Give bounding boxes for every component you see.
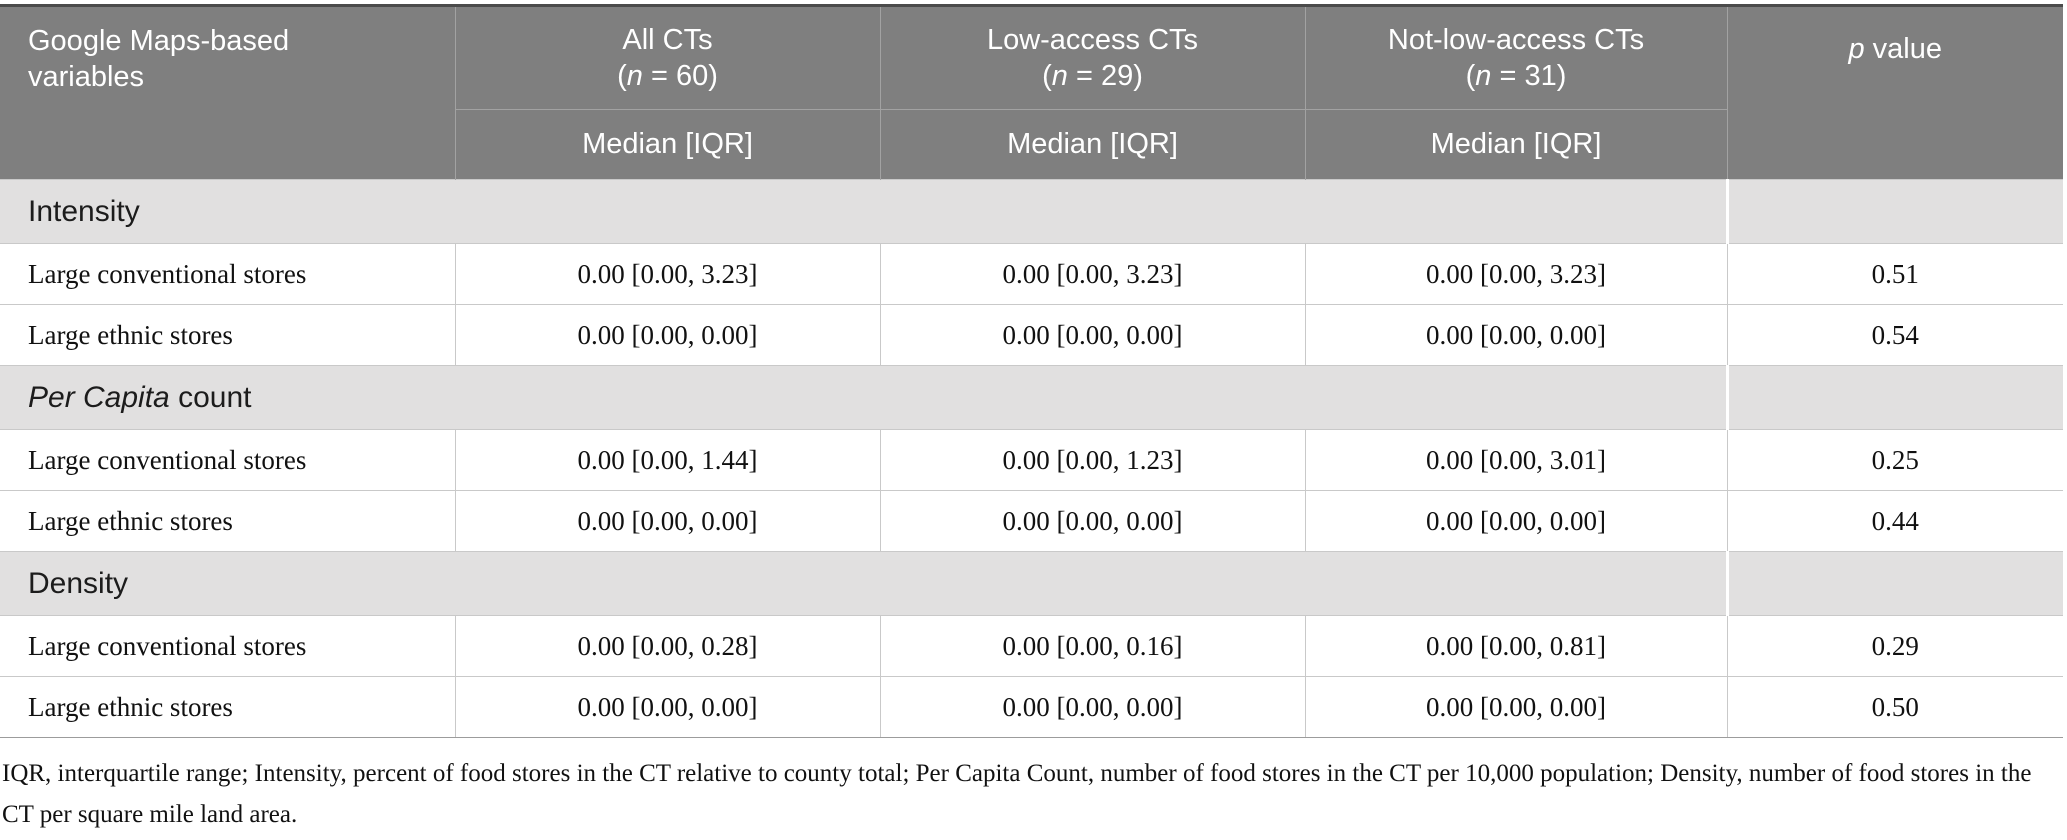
section-title: Per Capita count bbox=[0, 365, 1727, 430]
column-header-p-value: p value bbox=[1727, 5, 2063, 180]
cell-median-notlow: 0.00 [0.00, 0.81] bbox=[1304, 615, 1728, 677]
cell-median-low: 0.00 [0.00, 0.00] bbox=[879, 304, 1306, 366]
subheader-median-iqr-low: Median [IQR] bbox=[880, 109, 1306, 180]
cell-median-low: 0.00 [0.00, 3.23] bbox=[879, 243, 1306, 305]
group-n: (n = 29) bbox=[1042, 60, 1143, 92]
cell-median-low: 0.00 [0.00, 1.23] bbox=[879, 429, 1306, 491]
column-header-variables-label: Google Maps-based variables bbox=[28, 25, 290, 94]
group-name: All CTs bbox=[622, 23, 713, 56]
table-figure: Google Maps-based variables All CTs (n =… bbox=[0, 4, 2067, 835]
cell-median-all: 0.00 [0.00, 0.00] bbox=[454, 490, 881, 552]
row-label: Large ethnic stores bbox=[0, 304, 456, 366]
group-n: (n = 60) bbox=[617, 60, 718, 92]
cell-p-value: 0.51 bbox=[1726, 243, 2063, 305]
section-p-cell bbox=[1725, 179, 2063, 244]
cell-p-value: 0.50 bbox=[1726, 676, 2063, 738]
group-name: Not-low-access CTs bbox=[1387, 23, 1645, 56]
row-label: Large conventional stores bbox=[0, 243, 456, 305]
row-label: Large conventional stores bbox=[0, 615, 456, 677]
row-label: Large conventional stores bbox=[0, 429, 456, 491]
section-title: Intensity bbox=[0, 179, 1727, 244]
table-row: Large ethnic stores 0.00 [0.00, 0.00] 0.… bbox=[0, 490, 2063, 552]
section-row-per-capita-count: Per Capita count bbox=[0, 365, 2063, 430]
subheader-median-iqr-notlow: Median [IQR] bbox=[1305, 109, 1728, 180]
cell-median-notlow: 0.00 [0.00, 0.00] bbox=[1304, 490, 1728, 552]
cell-median-all: 0.00 [0.00, 0.28] bbox=[454, 615, 881, 677]
cell-median-all: 0.00 [0.00, 1.44] bbox=[454, 429, 881, 491]
cell-median-notlow: 0.00 [0.00, 3.01] bbox=[1304, 429, 1728, 491]
section-p-cell bbox=[1725, 551, 2063, 616]
section-row-density: Density bbox=[0, 551, 2063, 616]
column-header-low-access-cts: Low-access CTs (n = 29) bbox=[880, 5, 1306, 110]
cell-p-value: 0.29 bbox=[1726, 615, 2063, 677]
cell-p-value: 0.44 bbox=[1726, 490, 2063, 552]
column-header-all-cts: All CTs (n = 60) bbox=[455, 5, 881, 110]
section-title: Density bbox=[0, 551, 1727, 616]
summary-table: Google Maps-based variables All CTs (n =… bbox=[0, 4, 2063, 738]
table-row: Large conventional stores 0.00 [0.00, 0.… bbox=[0, 615, 2063, 677]
column-header-variables: Google Maps-based variables bbox=[0, 5, 456, 180]
group-n: (n = 31) bbox=[1465, 60, 1567, 92]
cell-median-all: 0.00 [0.00, 3.23] bbox=[454, 243, 881, 305]
row-label: Large ethnic stores bbox=[0, 676, 456, 738]
table-body: Intensity Large conventional stores 0.00… bbox=[0, 179, 2063, 738]
cell-median-low: 0.00 [0.00, 0.16] bbox=[879, 615, 1306, 677]
cell-median-notlow: 0.00 [0.00, 0.00] bbox=[1304, 676, 1728, 738]
section-p-cell bbox=[1725, 365, 2063, 430]
cell-median-all: 0.00 [0.00, 0.00] bbox=[454, 304, 881, 366]
cell-median-notlow: 0.00 [0.00, 3.23] bbox=[1304, 243, 1728, 305]
cell-p-value: 0.54 bbox=[1726, 304, 2063, 366]
cell-median-notlow: 0.00 [0.00, 0.00] bbox=[1304, 304, 1728, 366]
table-header: Google Maps-based variables All CTs (n =… bbox=[0, 5, 2063, 180]
section-row-intensity: Intensity bbox=[0, 179, 2063, 244]
cell-median-low: 0.00 [0.00, 0.00] bbox=[879, 676, 1306, 738]
table-row: Large ethnic stores 0.00 [0.00, 0.00] 0.… bbox=[0, 304, 2063, 366]
column-header-not-low-access-cts: Not-low-access CTs (n = 31) bbox=[1305, 5, 1728, 110]
subheader-median-iqr-all: Median [IQR] bbox=[455, 109, 881, 180]
cell-median-all: 0.00 [0.00, 0.00] bbox=[454, 676, 881, 738]
table-row: Large ethnic stores 0.00 [0.00, 0.00] 0.… bbox=[0, 676, 2063, 738]
cell-median-low: 0.00 [0.00, 0.00] bbox=[879, 490, 1306, 552]
table-row: Large conventional stores 0.00 [0.00, 1.… bbox=[0, 429, 2063, 491]
table-footnote: IQR, interquartile range; Intensity, per… bbox=[2, 760, 2032, 828]
row-label: Large ethnic stores bbox=[0, 490, 456, 552]
cell-p-value: 0.25 bbox=[1726, 429, 2063, 491]
table-row: Large conventional stores 0.00 [0.00, 3.… bbox=[0, 243, 2063, 305]
group-name: Low-access CTs bbox=[986, 23, 1199, 56]
header-row-subheaders: Median [IQR] Median [IQR] Median [IQR] bbox=[0, 109, 2063, 180]
header-row-groups: Google Maps-based variables All CTs (n =… bbox=[0, 5, 2063, 180]
